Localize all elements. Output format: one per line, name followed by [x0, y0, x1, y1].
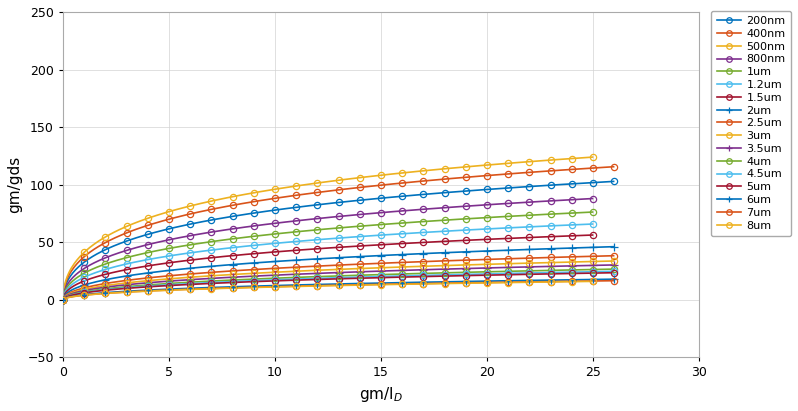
Y-axis label: gm/gds: gm/gds: [7, 156, 22, 213]
X-axis label: gm/I$_D$: gm/I$_D$: [359, 385, 403, 404]
Legend: 200nm, 400nm, 500nm, 800nm, 1um, 1.2um, 1.5um, 2um, 2.5um, 3um, 3.5um, 4um, 4.5u: 200nm, 400nm, 500nm, 800nm, 1um, 1.2um, …: [711, 11, 792, 236]
